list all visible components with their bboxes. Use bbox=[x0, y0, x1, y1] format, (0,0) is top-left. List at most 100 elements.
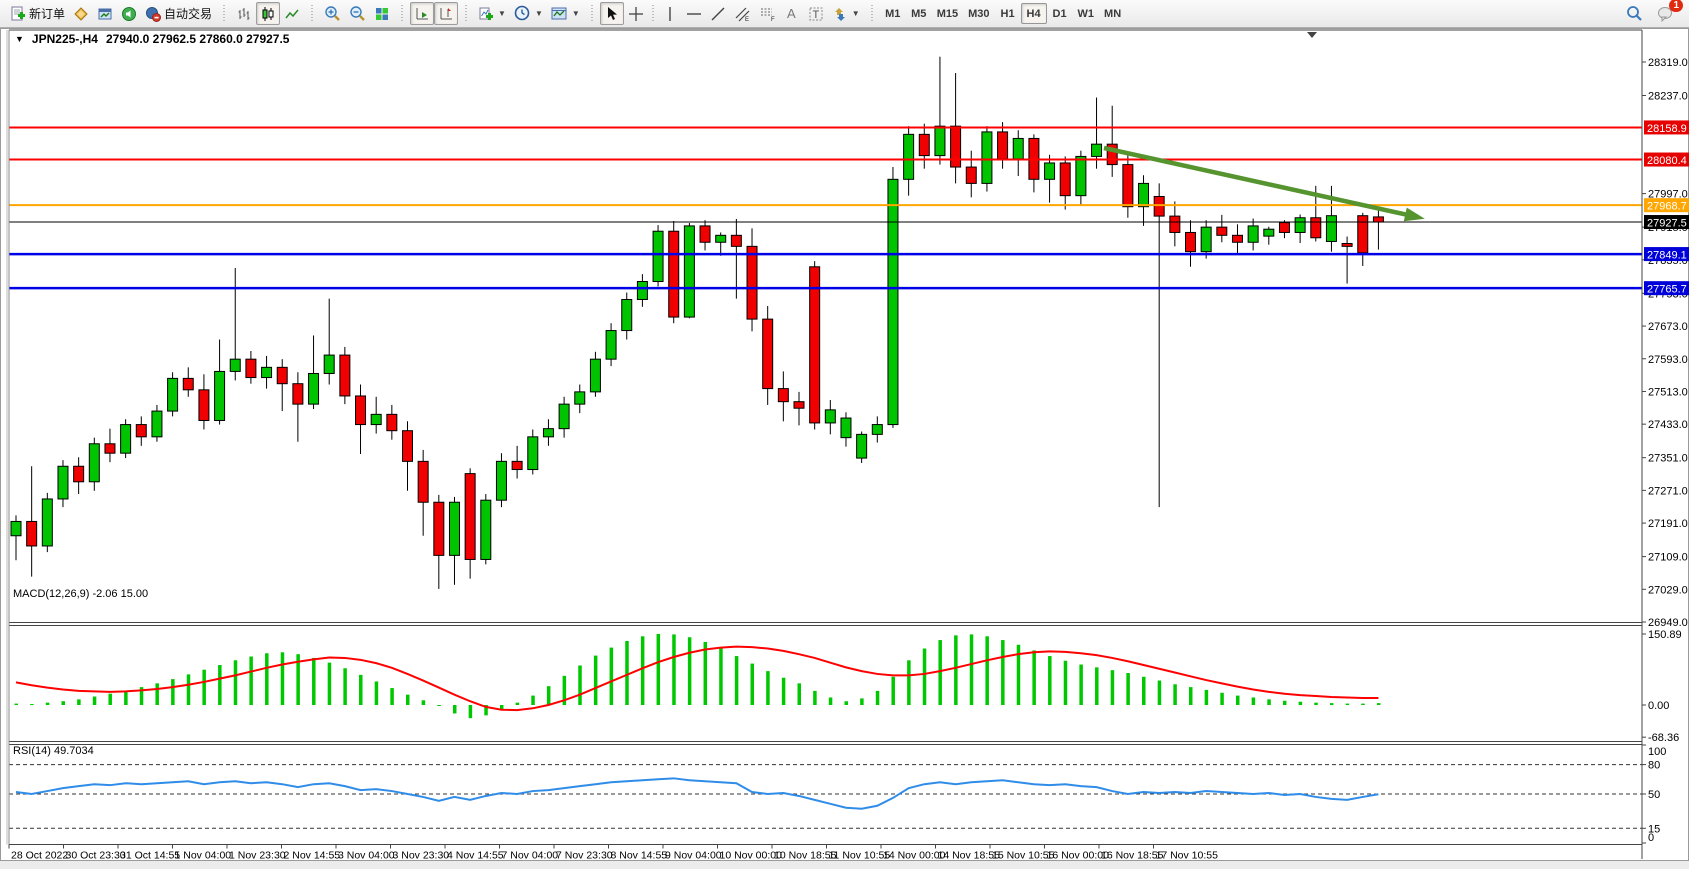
timeframe-M5[interactable]: M5 bbox=[911, 7, 927, 20]
macd-bar bbox=[672, 634, 676, 705]
candle bbox=[292, 372, 304, 442]
macd-bar bbox=[77, 699, 81, 705]
candle bbox=[57, 460, 69, 508]
time-tick-label: 10 Nov 18:55 bbox=[774, 850, 837, 862]
main-toolbar: 新订单 自动交易 bbox=[0, 0, 1689, 28]
trendline-button[interactable] bbox=[706, 2, 730, 25]
price-badge-text: 27765.7 bbox=[1647, 284, 1687, 296]
time-tick-label: 28 Oct 2022 bbox=[11, 850, 68, 862]
macd-bar bbox=[186, 674, 191, 705]
time-tick-label: 4 Nov 14:55 bbox=[447, 850, 504, 862]
candle bbox=[88, 437, 100, 491]
notifications-button[interactable]: 1 bbox=[1653, 0, 1683, 25]
macd-bar bbox=[1063, 660, 1068, 705]
zoom-out-button[interactable] bbox=[345, 2, 370, 25]
candle bbox=[1169, 201, 1181, 247]
toolbar-right: 1 bbox=[1622, 0, 1686, 25]
price-badge-text: 27927.5 bbox=[1647, 218, 1687, 230]
line-chart-button[interactable] bbox=[280, 2, 304, 25]
fibonacci-icon: F bbox=[760, 8, 775, 22]
candle bbox=[903, 126, 915, 196]
candle bbox=[511, 445, 523, 479]
candle bbox=[120, 419, 132, 459]
macd-bar bbox=[374, 681, 379, 705]
candle bbox=[1216, 214, 1228, 243]
macd-bar bbox=[484, 705, 488, 716]
macd-bar bbox=[781, 677, 786, 705]
timeframe-MN[interactable]: MN bbox=[1104, 7, 1122, 20]
price-tick-label: 27997.0 bbox=[1648, 189, 1688, 201]
cursor-button[interactable] bbox=[599, 2, 624, 25]
autotrade-icon bbox=[146, 6, 162, 22]
periods-button[interactable]: ▼ bbox=[510, 2, 547, 25]
timeframe-H4[interactable]: H4 bbox=[1020, 3, 1047, 24]
candle bbox=[26, 466, 38, 577]
arrows-button[interactable]: ▼ bbox=[828, 2, 864, 25]
equidistant-channel-button[interactable]: E bbox=[730, 2, 755, 25]
text-button[interactable]: A bbox=[780, 2, 804, 25]
dropdown-caret: ▼ bbox=[571, 9, 580, 18]
charts-button[interactable] bbox=[93, 2, 117, 25]
macd-bar bbox=[891, 676, 895, 705]
bar-chart-button[interactable] bbox=[232, 2, 256, 25]
macd-bar bbox=[1204, 689, 1209, 705]
timeframe-H1[interactable]: H1 bbox=[1000, 7, 1015, 20]
candle bbox=[167, 372, 179, 417]
collapse-icon[interactable]: ▼ bbox=[15, 34, 24, 44]
price-tick-label: 27433.0 bbox=[1648, 419, 1688, 431]
chart-window[interactable]: ▼ JPN225-,H4 27940.0 27962.5 27860.0 279… bbox=[0, 28, 1689, 862]
text-label-button[interactable]: T bbox=[804, 2, 828, 25]
candle bbox=[1247, 218, 1259, 251]
trendline-icon bbox=[711, 7, 725, 20]
price-tick-label: 27673.0 bbox=[1648, 321, 1688, 333]
tile-windows-button[interactable] bbox=[370, 2, 394, 25]
sounds-button[interactable] bbox=[117, 2, 141, 25]
timeframe-M1[interactable]: M1 bbox=[885, 7, 901, 20]
new-order-button[interactable]: 新订单 bbox=[6, 2, 69, 25]
horizontal-line-button[interactable] bbox=[682, 2, 706, 25]
candle bbox=[1122, 152, 1134, 218]
macd-axis-label: -68.36 bbox=[1648, 732, 1679, 744]
ohlc-values: 27940.0 27962.5 27860.0 27927.5 bbox=[105, 32, 290, 46]
timeframe-W1[interactable]: W1 bbox=[1077, 7, 1095, 20]
trend-arrow-line[interactable] bbox=[1103, 145, 1408, 218]
candle bbox=[245, 350, 257, 384]
time-tick-label: 30 Oct 23:30 bbox=[66, 850, 126, 862]
candle bbox=[1138, 175, 1150, 226]
candle bbox=[448, 496, 460, 585]
candle bbox=[73, 457, 85, 495]
macd-signal-line bbox=[15, 645, 1379, 712]
timeframe-M15[interactable]: M15 bbox=[936, 7, 959, 20]
toolbar-separator bbox=[310, 4, 315, 23]
candlestick-chart-button[interactable] bbox=[256, 2, 281, 25]
templates-button[interactable]: ▼ bbox=[547, 2, 584, 25]
trend-arrow-head[interactable] bbox=[1403, 207, 1425, 222]
crosshair-button[interactable] bbox=[624, 2, 648, 25]
timeframe-D1[interactable]: D1 bbox=[1052, 7, 1067, 20]
quotes-button[interactable] bbox=[69, 2, 93, 25]
price-axis[interactable]: 28319.028237.027997.027915.027835.027753… bbox=[1642, 57, 1689, 844]
indicators-icon bbox=[479, 7, 494, 20]
candle bbox=[887, 167, 899, 428]
chart-shift-button[interactable] bbox=[434, 2, 459, 25]
svg-text:A: A bbox=[787, 6, 796, 21]
candle bbox=[824, 400, 836, 435]
indicators-button[interactable]: ▼ bbox=[474, 2, 510, 25]
chart-shift-marker[interactable] bbox=[1307, 32, 1317, 38]
zoom-out-icon bbox=[350, 6, 365, 21]
macd-bar bbox=[499, 705, 504, 710]
search-button[interactable] bbox=[1622, 2, 1647, 25]
timeframe-M30[interactable]: M30 bbox=[968, 7, 990, 20]
vertical-line-icon bbox=[669, 6, 671, 21]
rsi-pane bbox=[9, 764, 1642, 829]
vertical-line-button[interactable] bbox=[658, 2, 682, 25]
zoom-in-button[interactable] bbox=[320, 2, 345, 25]
candle bbox=[871, 416, 883, 443]
chart-canvas[interactable]: 28319.028237.027997.027915.027835.027753… bbox=[1, 29, 1689, 862]
macd-bar bbox=[985, 636, 989, 705]
autotrade-button[interactable]: 自动交易 bbox=[141, 2, 216, 25]
candle bbox=[558, 396, 570, 438]
auto-scroll-button[interactable] bbox=[410, 2, 435, 25]
fibonacci-button[interactable]: F bbox=[755, 2, 780, 25]
